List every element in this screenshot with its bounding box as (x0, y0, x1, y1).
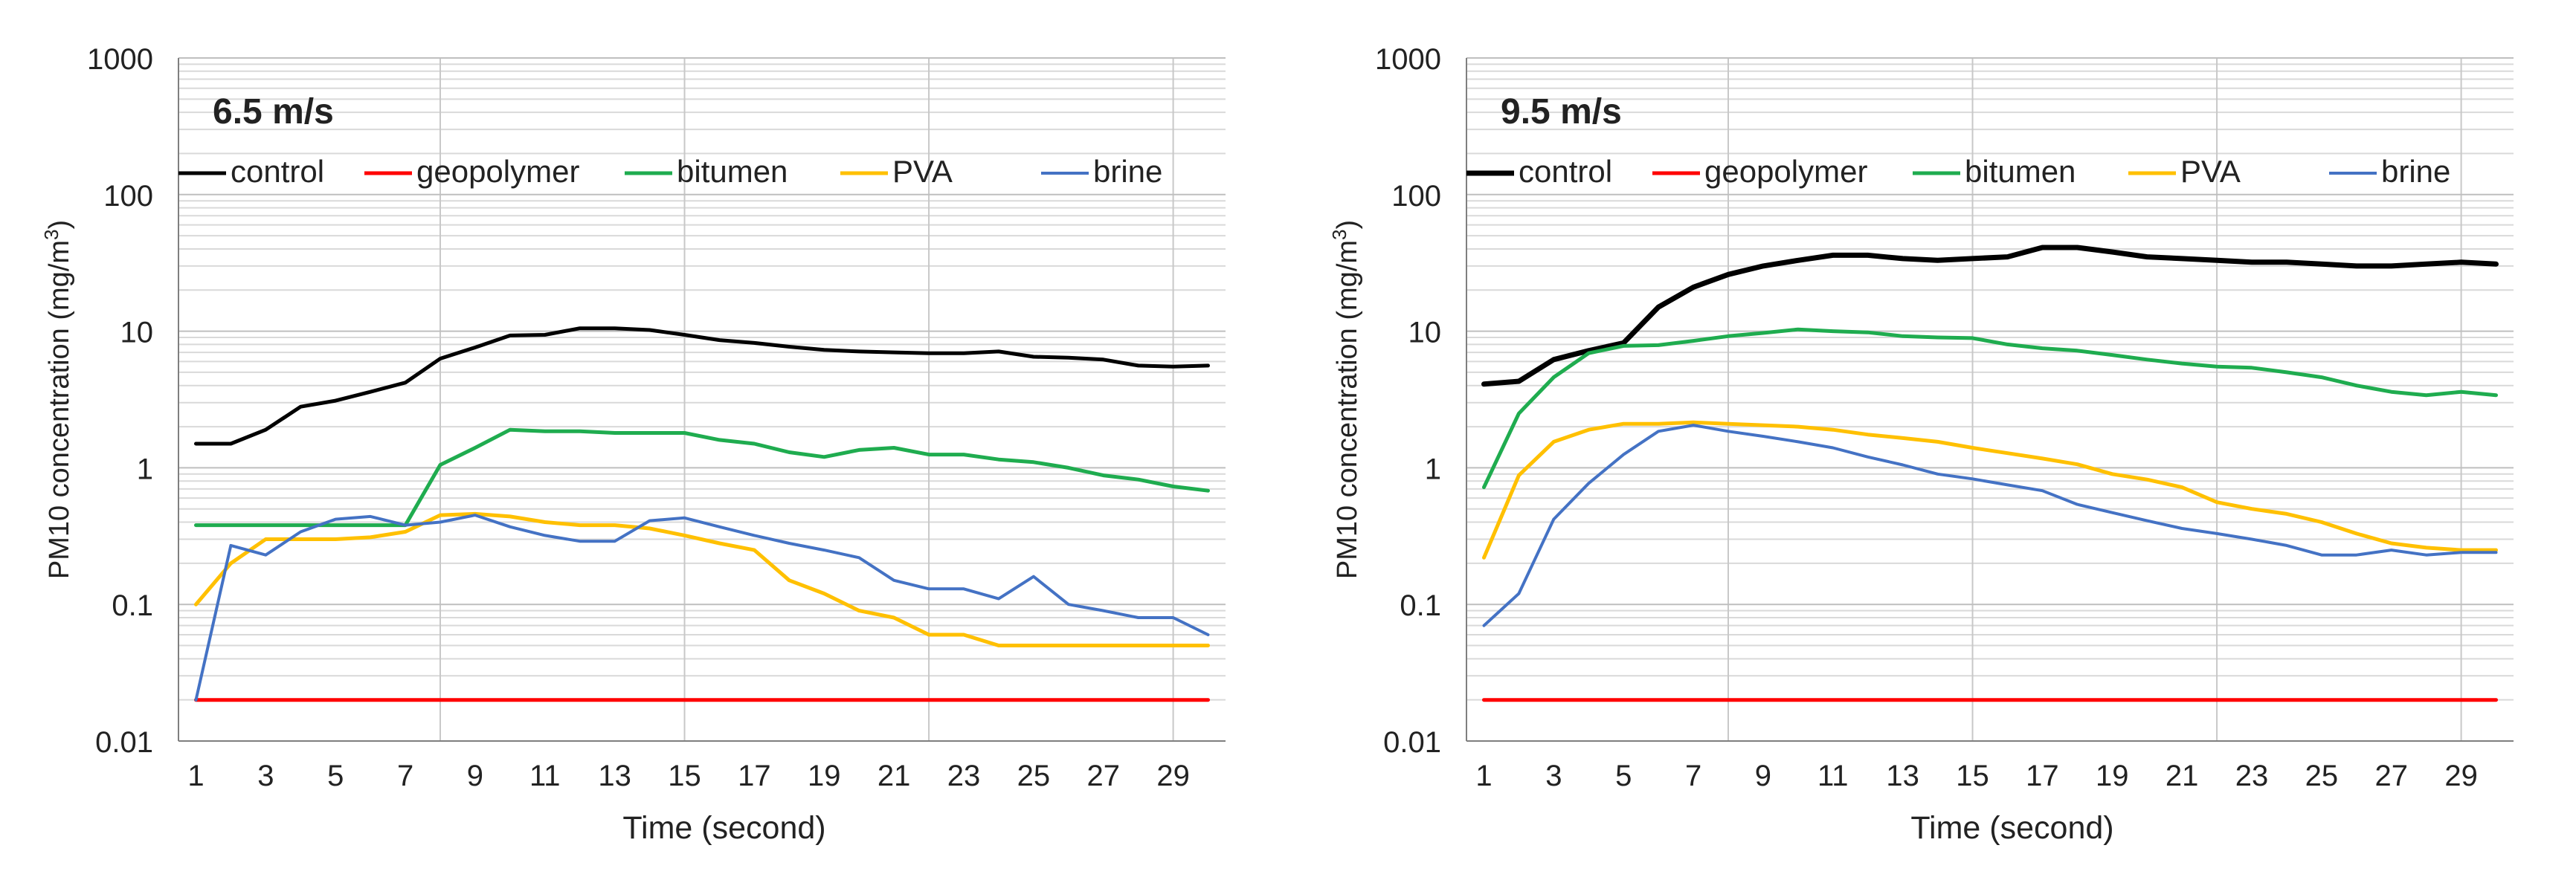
series-line-bitumen (194, 427, 1210, 528)
legend-label-bitumen: bitumen (1965, 154, 2076, 189)
legend-label-bitumen: bitumen (677, 154, 788, 189)
x-axis-title: Time (second) (1910, 810, 2113, 846)
x-tick-label: 9 (1755, 760, 1771, 792)
x-tick-label: 13 (1886, 760, 1919, 792)
x-tick-label: 21 (878, 760, 911, 792)
legend-label-geopolymer: geopolymer (1704, 154, 1867, 189)
x-tick-label: 29 (2444, 760, 2478, 792)
y-axis-title: PM10 concentration (mg/m3) (1328, 220, 1363, 579)
series-line-PVA (1482, 420, 2498, 560)
chart-title: 6.5 m/s (213, 92, 334, 132)
x-tick-label: 15 (668, 760, 701, 792)
legend-label-control: control (231, 154, 324, 189)
legend-label-control: control (1519, 154, 1612, 189)
series-line-bitumen (1482, 327, 2498, 490)
y-tick-label: 100 (1391, 180, 1441, 213)
x-tick-label: 11 (1817, 760, 1849, 792)
y-tick-label: 100 (103, 180, 153, 213)
x-tick-label: 17 (2026, 760, 2059, 792)
y-tick-label: 1 (137, 453, 153, 485)
x-tick-label: 1 (187, 760, 204, 792)
series-line-control (194, 326, 1210, 446)
y-tick-label: 0.1 (112, 589, 153, 622)
y-tick-label: 0.01 (95, 726, 153, 759)
x-tick-label: 3 (257, 760, 274, 792)
legend-label-PVA: PVA (892, 154, 953, 189)
legend-label-PVA: PVA (2180, 154, 2241, 189)
x-tick-label: 23 (2235, 760, 2269, 792)
legend-label-geopolymer: geopolymer (416, 154, 579, 189)
x-tick-label: 27 (2374, 760, 2408, 792)
y-axis-title: PM10 concentration (mg/m3) (40, 220, 75, 579)
y-tick-label: 0.01 (1383, 726, 1441, 759)
series-line-brine (1482, 424, 2498, 627)
y-tick-label: 10 (120, 317, 154, 349)
x-tick-label: 7 (397, 760, 413, 792)
series-line-control (1481, 245, 2499, 387)
x-axis-title: Time (second) (622, 810, 825, 846)
x-tick-label: 3 (1545, 760, 1562, 792)
x-tick-label: 17 (738, 760, 771, 792)
y-tick-label: 1 (1425, 453, 1441, 485)
legend-label-brine: brine (2381, 154, 2450, 189)
x-tick-label: 25 (1017, 760, 1051, 792)
x-tick-label: 19 (2096, 760, 2129, 792)
x-tick-label: 1 (1475, 760, 1492, 792)
x-tick-label: 11 (529, 760, 561, 792)
x-tick-label: 23 (947, 760, 981, 792)
x-tick-label: 5 (327, 760, 344, 792)
chart-title: 9.5 m/s (1501, 92, 1622, 132)
y-tick-label: 1000 (1375, 43, 1441, 76)
x-tick-label: 7 (1685, 760, 1701, 792)
legend-label-brine: brine (1093, 154, 1162, 189)
x-tick-label: 19 (808, 760, 841, 792)
x-tick-label: 13 (598, 760, 631, 792)
x-tick-label: 27 (1086, 760, 1120, 792)
y-tick-label: 0.1 (1400, 589, 1441, 622)
series-line-brine (194, 514, 1210, 702)
chart-panel-left: 0.01 0.1 1 10 100 1000 1 3 5 7 9 11 13 15 17 19 21 23 25 27… (40, 43, 1226, 846)
x-tick-label: 15 (1956, 760, 1989, 792)
series-line-PVA (194, 511, 1210, 647)
y-tick-label: 1000 (87, 43, 153, 76)
x-tick-label: 25 (2305, 760, 2339, 792)
x-tick-label: 29 (1156, 760, 1190, 792)
chart-panel-right: 0.01 0.1 1 10 100 1000 1 3 5 7 9 11 13 15 17 19 21 23 25 27… (1288, 0, 2576, 880)
x-tick-label: 9 (467, 760, 483, 792)
x-tick-label: 21 (2166, 760, 2199, 792)
x-tick-label: 5 (1615, 760, 1632, 792)
y-tick-label: 10 (1408, 317, 1442, 349)
